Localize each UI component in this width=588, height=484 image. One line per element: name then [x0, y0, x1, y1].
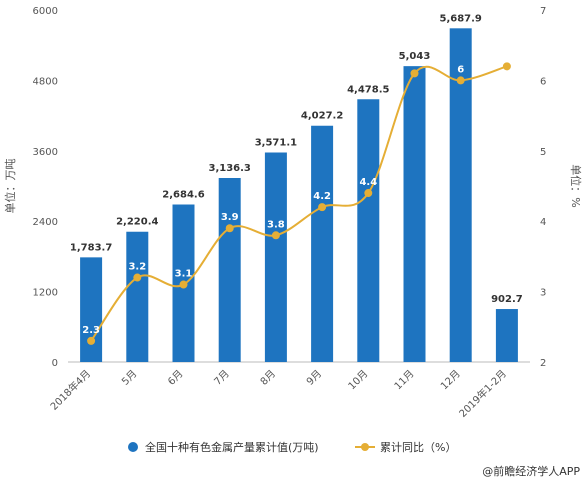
legend-line-label: 累计同比（%） [380, 441, 456, 454]
bar [495, 309, 518, 362]
left-tick-label: 6000 [33, 6, 58, 17]
line-point [133, 273, 142, 282]
left-tick-label: 4800 [33, 76, 58, 87]
line-point [456, 76, 465, 85]
legend: 全国十种有色金属产量累计值(万吨) 累计同比（%） [128, 440, 456, 454]
left-tick-label: 0 [52, 358, 58, 369]
bar-value-label: 902.7 [491, 294, 523, 305]
x-tick-label: 7月 [212, 368, 232, 388]
x-tick-label: 11月 [392, 368, 417, 393]
right-tick-label: 5 [540, 147, 546, 158]
line-value-label: 2.3 [82, 325, 100, 336]
left-tick-label: 2400 [33, 217, 58, 228]
line-series: 2.3 3.2 3.1 3.9 3.8 4.2 4.4 6 6.2 [82, 50, 516, 345]
legend-bar-label: 全国十种有色金属产量累计值(万吨) [145, 440, 319, 454]
bar-value-label: 5,043 [399, 51, 431, 62]
right-tick-label: 2 [540, 358, 546, 369]
left-axis-ticks: 0 1200 2400 3600 4800 6000 [33, 6, 58, 369]
bar [126, 231, 149, 362]
line-point [410, 69, 419, 78]
bar [80, 257, 103, 362]
line-point [225, 224, 234, 233]
bar-value-label: 3,136.3 [209, 163, 251, 174]
right-tick-label: 3 [540, 288, 546, 299]
bar [311, 125, 334, 362]
bar-value-label: 2,220.4 [116, 217, 158, 228]
line-point [179, 280, 188, 289]
bar [264, 152, 287, 362]
right-tick-label: 7 [540, 6, 546, 17]
line-value-label: 3.2 [128, 262, 146, 273]
bar-value-label: 5,687.9 [440, 13, 482, 24]
bar-value-label: 4,027.2 [301, 111, 343, 122]
bar [449, 28, 472, 362]
x-tick-label: 12月 [438, 368, 463, 393]
line-point [87, 336, 96, 345]
left-tick-label: 3600 [33, 147, 58, 158]
line-value-label: 4.2 [313, 191, 331, 202]
line-value-label: 3.8 [267, 219, 285, 230]
x-tick-label: 6月 [166, 368, 186, 388]
line-value-label: 6 [457, 64, 464, 75]
bar-value-label: 4,478.5 [347, 84, 389, 95]
right-axis-title: 单位：% [569, 164, 583, 207]
line-point [271, 231, 280, 240]
x-tick-label: 9月 [304, 368, 324, 388]
line-value-label: 3.1 [175, 269, 193, 280]
line-point [364, 189, 373, 198]
left-tick-label: 1200 [33, 288, 58, 299]
legend-line-dot [361, 443, 369, 451]
bar [357, 99, 380, 363]
right-tick-label: 6 [540, 76, 546, 87]
x-tick-label: 2019年1-2月 [456, 367, 509, 420]
bar-value-label: 1,783.7 [70, 242, 112, 253]
legend-bar-marker [128, 442, 138, 452]
bar-value-label: 2,684.6 [162, 190, 204, 201]
bar-series: 1,783.7 2,220.4 2,684.6 3,136.3 3,571.1 4,027… [70, 13, 523, 363]
source-note: @前瞻经济学人APP [482, 464, 580, 478]
bar-value-label: 3,571.1 [255, 137, 297, 148]
right-tick-label: 4 [540, 217, 546, 228]
line-value-label: 4.4 [359, 177, 377, 188]
x-tick-label: 2018年4月 [47, 367, 93, 413]
line-value-label: 6.2 [498, 50, 516, 61]
left-axis-title: 单位：万吨 [3, 159, 17, 214]
bar [403, 66, 426, 363]
line-path [90, 65, 508, 342]
x-tick-label: 10月 [346, 368, 371, 393]
line-value-label: 3.9 [221, 212, 239, 223]
line-point [502, 62, 511, 71]
right-axis-ticks: 2 3 4 5 6 7 [540, 6, 546, 369]
x-tick-label: 5月 [119, 368, 139, 388]
line-point [318, 203, 327, 212]
bar [218, 178, 241, 362]
x-tick-label: 8月 [258, 368, 278, 388]
